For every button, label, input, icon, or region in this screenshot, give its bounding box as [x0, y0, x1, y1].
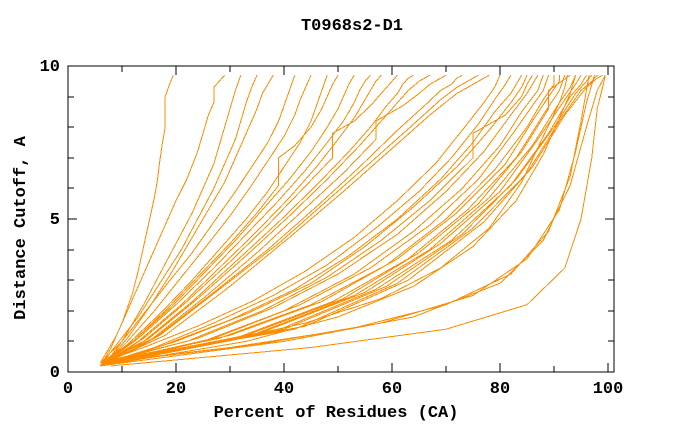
model-curve	[100, 74, 355, 364]
model-curve	[105, 74, 463, 364]
y-axis-label: Distance Cutoff, A	[12, 135, 31, 319]
model-curve	[100, 75, 544, 367]
model-curve	[105, 75, 560, 364]
model-curve	[100, 75, 328, 367]
model-curve	[100, 74, 533, 364]
chart-title: T0968s2-D1	[301, 17, 403, 36]
model-curve	[105, 74, 571, 364]
model-curve	[105, 74, 339, 364]
model-curve	[105, 75, 568, 364]
model-curve	[100, 74, 414, 364]
model-curve	[105, 74, 312, 364]
model-curve	[100, 74, 382, 367]
model-curve	[105, 74, 398, 364]
model-curve	[100, 74, 577, 364]
x-tick-label: 60	[382, 380, 402, 399]
model-curve	[105, 74, 431, 364]
model-curve	[100, 74, 598, 364]
model-curve	[105, 75, 595, 364]
model-curve	[105, 74, 603, 364]
x-tick-label: 100	[593, 380, 624, 399]
model-curve	[100, 75, 566, 367]
x-tick-label: 20	[166, 380, 186, 399]
model-curve	[100, 74, 479, 364]
model-curve	[105, 74, 512, 364]
x-tick-label: 0	[63, 380, 73, 399]
model-curves	[99, 74, 606, 367]
model-curve	[100, 74, 258, 367]
model-curve	[100, 75, 577, 367]
model-curve	[100, 74, 447, 367]
x-tick-label: 80	[490, 380, 510, 399]
model-curve	[105, 74, 490, 364]
model-curve	[105, 75, 550, 364]
model-curve	[105, 75, 242, 364]
model-curve	[105, 74, 582, 364]
model-curve	[105, 74, 371, 364]
model-curve	[105, 74, 593, 364]
y-tick-label: 10	[40, 58, 60, 77]
model-curve	[105, 74, 539, 364]
model-curve	[111, 75, 606, 367]
axis-tick-labels: 0 20 40 60 80 100 0 5 10	[40, 58, 624, 399]
x-tick-label: 40	[274, 380, 294, 399]
model-curve	[99, 75, 174, 367]
model-curve	[100, 75, 296, 364]
axis-ticks	[67, 65, 614, 373]
model-curve	[100, 74, 606, 367]
model-curve	[100, 75, 590, 364]
y-tick-label: 0	[50, 364, 60, 383]
model-curve	[100, 74, 501, 364]
x-axis-label: Percent of Residues (CA)	[214, 404, 459, 423]
model-curve	[99, 74, 225, 364]
model-curve	[105, 74, 528, 364]
y-tick-label: 5	[50, 211, 60, 230]
